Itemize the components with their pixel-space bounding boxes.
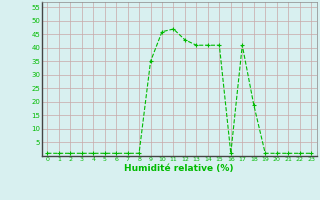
X-axis label: Humidité relative (%): Humidité relative (%) — [124, 164, 234, 173]
